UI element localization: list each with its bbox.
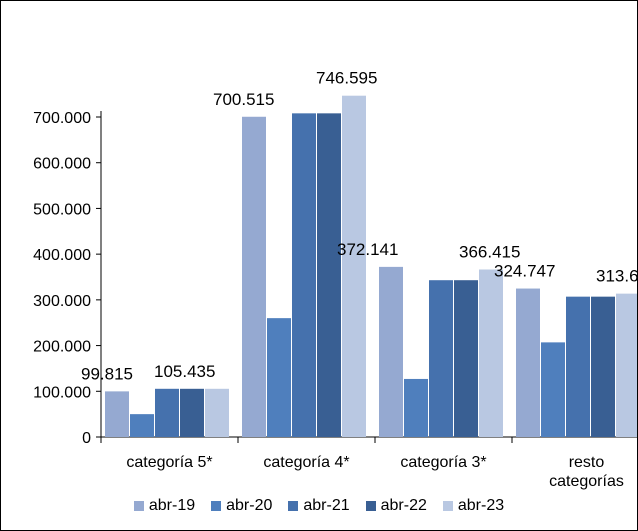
legend: abr-19 abr-20 abr-21 abr-22 abr-23 [1, 494, 637, 518]
bar-abr-20 [404, 378, 428, 437]
y-tick-label: 300.000 [33, 293, 91, 310]
bar-abr-20 [267, 318, 291, 437]
x-category-label: categoría 4* [263, 454, 349, 471]
bar-abr-23 [479, 269, 503, 437]
legend-label: abr-22 [380, 497, 427, 514]
bar-abr-23 [342, 95, 366, 437]
legend-swatch [211, 501, 222, 511]
y-tick-label: 400.000 [33, 247, 91, 264]
y-tick-label: 500.000 [33, 201, 91, 218]
bar-abr-21 [429, 280, 453, 437]
bar-abr-19 [242, 116, 266, 437]
data-label: 746.595 [316, 69, 377, 88]
bar-abr-20 [541, 342, 565, 437]
y-tick-label: 700.000 [33, 110, 91, 127]
x-category-label: categoría 5* [126, 454, 212, 471]
legend-item: abr-21 [288, 497, 350, 515]
bar-abr-23 [205, 388, 229, 437]
legend-label: abr-23 [457, 497, 505, 514]
legend-label: abr-21 [303, 497, 350, 514]
data-label: 366.415 [459, 242, 520, 261]
data-label: 700.515 [213, 90, 274, 109]
data-label: 313.602 [596, 267, 637, 286]
bar-abr-22 [454, 280, 478, 437]
y-tick-label: 100.000 [33, 384, 91, 401]
bar-abr-21 [155, 388, 179, 437]
bar-chart: 0 100.000 200.000 300.000 400.000 500.000 600.… [33, 69, 637, 490]
bar-abr-19 [105, 391, 129, 437]
bar-abr-22 [591, 296, 615, 437]
y-tick-label: 600.000 [33, 156, 91, 173]
legend-label: abr-20 [226, 497, 273, 514]
legend-item: abr-23 [442, 497, 505, 515]
data-label: 99.815 [81, 364, 133, 383]
legend-swatch [133, 501, 144, 511]
legend-item: abr-20 [211, 497, 272, 515]
legend-swatch [288, 501, 299, 511]
bar-abr-20 [130, 414, 154, 437]
bar-abr-22 [317, 113, 341, 437]
x-category-label-line2: categorías [549, 473, 624, 490]
legend-label: abr-19 [148, 497, 196, 514]
legend-swatch [365, 501, 376, 511]
bar-abr-21 [566, 296, 590, 437]
legend-swatch [442, 501, 453, 511]
legend-item: abr-19 [133, 497, 196, 515]
data-label: 324.747 [494, 262, 555, 281]
x-category-label: categoría 3* [400, 454, 486, 471]
y-tick-label: 200.000 [33, 339, 91, 356]
bar-abr-22 [180, 388, 204, 437]
data-label: 372.141 [337, 240, 398, 259]
y-tick-label: 0 [82, 430, 91, 447]
bar-abr-23 [616, 293, 637, 437]
data-label: 105.435 [154, 362, 215, 381]
legend-item: abr-22 [365, 497, 427, 515]
bar-abr-21 [292, 113, 316, 437]
x-category-label: resto [569, 454, 605, 471]
bar-abr-19 [516, 288, 540, 437]
bar-abr-19 [379, 266, 403, 437]
